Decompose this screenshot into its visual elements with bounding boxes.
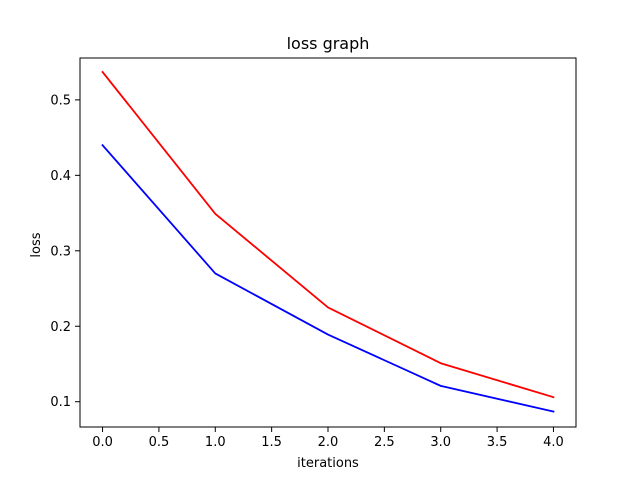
y-tick-label: 0.2	[50, 320, 71, 335]
x-tick-label: 0.0	[92, 435, 113, 450]
series-line-2	[101, 143, 555, 413]
chart-title: loss graph	[287, 34, 370, 53]
y-tick-label: 0.1	[50, 395, 71, 410]
x-axis-ticks: 0.0 0.5 1.0 1.5 2.0 2.5 3.0 3.5 4.0	[92, 427, 564, 450]
series-layer	[101, 70, 555, 413]
x-tick-label: 0.5	[149, 435, 170, 450]
x-tick-label: 4.0	[543, 435, 564, 450]
x-axis-label: iterations	[297, 456, 359, 471]
y-tick-label: 0.3	[50, 244, 71, 259]
x-tick-label: 1.0	[205, 435, 226, 450]
x-tick-label: 3.5	[487, 435, 508, 450]
x-tick-label: 1.5	[261, 435, 282, 450]
x-tick-label: 2.5	[374, 435, 395, 450]
series-line-1	[101, 70, 555, 399]
y-axis-ticks: 0.1 0.2 0.3 0.4 0.5	[50, 93, 80, 410]
y-tick-label: 0.5	[50, 93, 71, 108]
x-tick-label: 3.0	[430, 435, 451, 450]
y-axis-label: loss	[29, 232, 44, 257]
axes-frame	[79, 57, 577, 428]
y-tick-label: 0.4	[50, 169, 71, 184]
x-tick-label: 2.0	[318, 435, 339, 450]
